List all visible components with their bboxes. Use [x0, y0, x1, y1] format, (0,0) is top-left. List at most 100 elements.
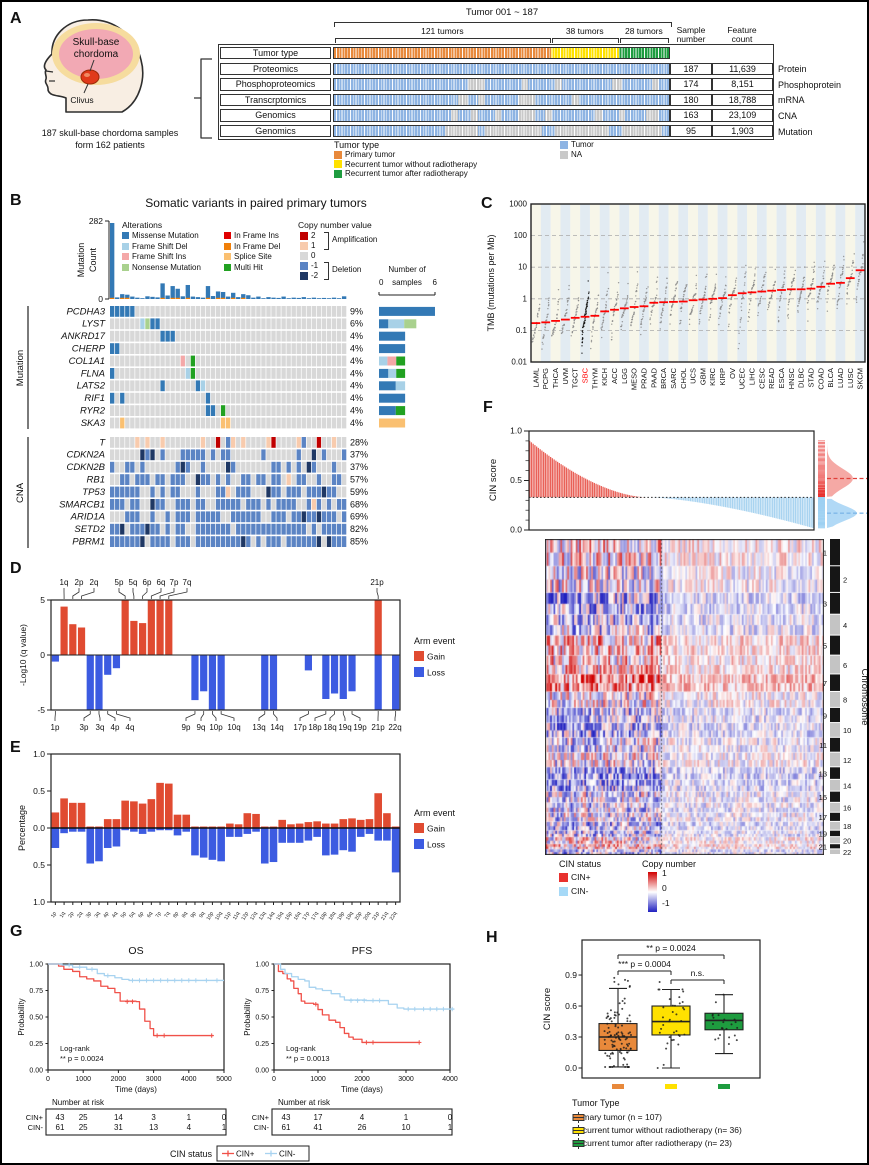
tmb-dot	[842, 270, 844, 273]
pct-gain-5p	[121, 800, 129, 828]
onco-cell	[296, 437, 301, 448]
leader	[273, 711, 278, 721]
pct-loss-16q	[295, 828, 304, 843]
onco-cell	[120, 461, 125, 473]
data-type-label-1: Protein	[778, 64, 807, 75]
box-1	[651, 1005, 691, 1036]
onco-cell	[296, 368, 301, 379]
alteration-item-4: In Frame Ins	[224, 231, 279, 240]
tmb-dot	[754, 268, 756, 270]
onco-cell	[261, 437, 266, 448]
tmb-dot	[830, 281, 832, 283]
tmb-dot	[708, 319, 710, 321]
km-xtick: 0	[46, 1076, 50, 1083]
onco-cell	[145, 417, 150, 429]
onco-cell	[296, 380, 301, 392]
cin-bar	[779, 497, 781, 520]
onco-cell	[225, 355, 231, 367]
cin-bar	[626, 494, 629, 498]
copy-number-tick-1: 1	[662, 868, 667, 878]
tmb-dot	[720, 305, 723, 308]
onco-cell	[170, 392, 175, 404]
jitter-dot	[611, 1065, 614, 1068]
onco-cell	[125, 461, 130, 473]
tmb-dot	[581, 337, 584, 339]
tmb-dot	[631, 316, 634, 319]
cin-bar	[787, 497, 790, 522]
mutcount-bar	[210, 296, 216, 299]
onco-cell	[155, 306, 160, 317]
tmb-stripe	[845, 204, 856, 362]
tmb-dot	[850, 275, 852, 278]
mutcount-bar-seg	[185, 297, 190, 299]
tmb-dot	[762, 284, 765, 286]
onco-cell	[316, 343, 322, 354]
armq-bot-label-0: 1p	[51, 723, 60, 732]
pct-xtick-4q: 4q	[111, 911, 119, 919]
onco-cell	[140, 355, 145, 367]
onco-cell	[150, 461, 155, 473]
onco-cell	[341, 437, 347, 448]
tmb-dot	[651, 309, 653, 312]
onco-cell	[256, 368, 261, 379]
cin-bar	[548, 455, 550, 498]
onco-cell	[246, 417, 251, 429]
armq-bot-label-8: 10q	[227, 723, 240, 732]
cin-bar	[721, 497, 723, 507]
tmb-dot	[611, 320, 614, 322]
tmb-dot	[831, 272, 834, 274]
pct-xtick-21p: 21p	[371, 911, 381, 922]
cin-bar	[609, 489, 611, 498]
cin-bar	[574, 472, 576, 498]
onco-cell	[125, 486, 130, 498]
panel-c-label: C	[481, 195, 493, 212]
onco-cell	[150, 499, 155, 510]
tmb-dot	[735, 279, 737, 282]
onco-cell	[120, 449, 125, 461]
onco-cell	[341, 306, 347, 317]
tmb-dot	[699, 312, 701, 315]
cin-bar	[716, 497, 718, 506]
mutcount-bar	[160, 283, 165, 299]
gain-bar-7p	[156, 600, 164, 655]
onco-cell	[110, 474, 115, 485]
tmb-dot	[734, 281, 737, 283]
onco-cell	[291, 449, 296, 461]
onco-cell	[246, 523, 251, 535]
tmb-dot	[532, 340, 534, 342]
armq-bot-label-6: 9q	[197, 723, 206, 732]
tmb-dot	[728, 311, 730, 313]
leader	[159, 588, 175, 599]
km-xtick: 2000	[354, 1076, 370, 1083]
gain-swatch	[414, 651, 424, 661]
pct-gain-12q	[252, 813, 260, 828]
jitter-dot	[621, 1007, 624, 1010]
tmb-dot	[791, 281, 793, 283]
onco-cell	[150, 536, 155, 547]
armq-top-label-2p: 2p	[75, 578, 84, 587]
onco-cell	[130, 449, 135, 461]
panel-f-label: F	[483, 399, 493, 416]
onco-cell	[341, 536, 347, 547]
onco-cell	[170, 417, 175, 429]
tmb-dot	[807, 299, 810, 302]
onco-cell	[281, 474, 286, 485]
onco-cell	[215, 486, 221, 498]
onco-cell	[331, 461, 337, 473]
tmb-dot	[691, 308, 694, 310]
tmb-stripe	[717, 204, 728, 362]
onco-cell	[190, 449, 196, 461]
tmb-dot	[563, 323, 565, 326]
km-xtick: 2000	[111, 1076, 127, 1083]
tmb-dot	[631, 318, 634, 320]
onco-cell	[316, 437, 322, 448]
km-legend-box	[216, 1145, 310, 1162]
tmb-dot	[802, 280, 804, 283]
onco-cell	[276, 417, 281, 429]
cnv-value: 2	[311, 231, 316, 240]
tmb-dot	[547, 302, 550, 304]
chr-label-9: 9	[823, 711, 827, 720]
onco-cell	[321, 523, 327, 535]
tmb-dot	[665, 287, 667, 289]
tmb-dot	[838, 298, 840, 300]
